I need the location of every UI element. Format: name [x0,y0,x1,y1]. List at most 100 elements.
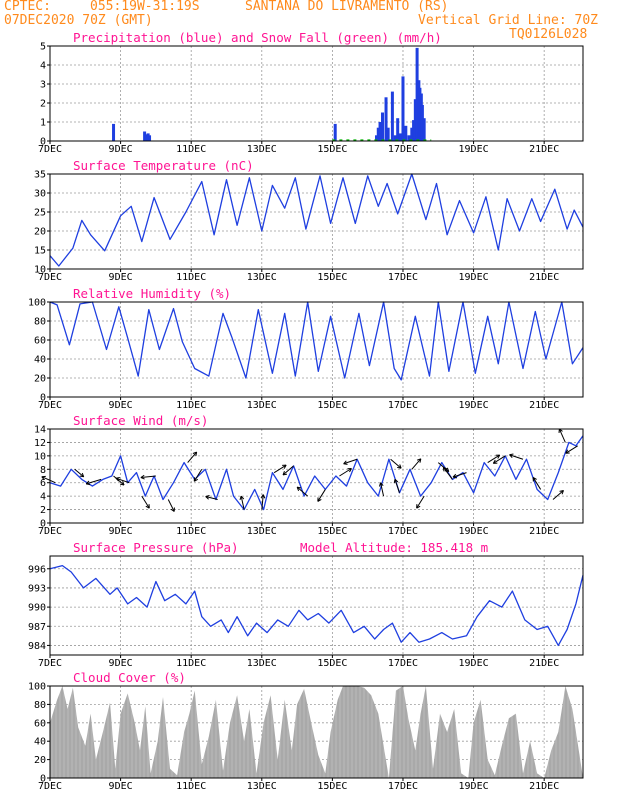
header-init-time: 07DEC2020 70Z (GMT) [4,13,153,28]
y-tick-label: 10 [34,265,46,276]
wind-vector [558,428,566,443]
y-tick-label: 100 [28,682,46,693]
y-tick-label: 40 [34,737,46,748]
precip-bar [398,133,402,141]
wind-vector [509,453,524,460]
y-tick-label: 2 [40,505,46,516]
wind-vector [492,455,506,464]
precip-bar [375,135,379,141]
x-tick-label: 21DEC [529,144,559,155]
x-tick-label: 9DEC [109,526,133,537]
wind-vector [552,490,564,500]
y-tick-label: 25 [34,208,46,219]
y-tick-label: 0 [40,137,46,148]
y-tick-label: 4 [40,492,46,503]
wind-vector [343,458,358,465]
x-tick-label: 9DEC [109,781,133,792]
y-tick-label: 0 [40,393,46,404]
precip-bar [401,76,405,141]
x-tick-label: 19DEC [459,658,489,669]
wind-vector [74,468,85,478]
wind-vector [487,454,501,463]
x-tick-label: 19DEC [459,144,489,155]
y-tick-label: 8 [40,465,46,476]
x-tick-label: 11DEC [176,144,206,155]
precip-bar [376,127,380,141]
wind-vector [113,475,125,486]
x-tick-label: 13DEC [247,658,277,669]
y-tick-label: 3 [40,80,46,91]
y-tick-label: 30 [34,189,46,200]
x-tick-label: 21DEC [529,272,559,283]
panel-frame [49,428,584,524]
x-tick-label: 9DEC [109,144,133,155]
x-tick-label: 11DEC [176,781,206,792]
y-tick-label: 80 [34,700,46,711]
header-coords: 055:19W-31:19S [90,0,200,14]
panel-title: Precipitation (blue) and Snow Fall (gree… [73,30,442,45]
y-tick-label: 2 [40,99,46,110]
panel-title: Cloud Cover (%) [73,670,186,685]
header-product: TQ0126L028 [509,27,588,42]
x-tick-label: 19DEC [459,272,489,283]
header-grid-note: Vertical Grid Line: 70Z [418,13,599,28]
y-tick-label: 0 [40,774,46,785]
x-tick-label: 7DEC [38,144,62,155]
x-tick-label: 21DEC [529,400,559,411]
x-tick-label: 13DEC [247,144,277,155]
precip-bar [404,125,408,141]
precip-bar [333,123,337,141]
y-tick-label: 987 [28,622,46,633]
series-line [49,435,584,511]
x-tick-label: 15DEC [317,526,347,537]
wind-vector [393,478,400,493]
y-tick-label: 14 [34,425,46,436]
wind-vector [296,486,309,497]
y-tick-label: 40 [34,355,46,366]
x-tick-label: 15DEC [317,400,347,411]
precip-bar [378,122,382,141]
x-tick-label: 19DEC [459,526,489,537]
y-tick-label: 100 [28,298,46,309]
y-tick-label: 15 [34,246,46,257]
y-tick-label: 5 [40,42,46,53]
y-tick-label: 990 [28,603,46,614]
x-tick-label: 21DEC [529,658,559,669]
panel-frame [49,45,584,142]
wind-vector [41,475,56,484]
x-tick-label: 17DEC [388,144,418,155]
wind-vector [390,458,402,469]
panel-1: 10 15 20 25 30 35 7DEC 9DEC 11DEC 13DEC 15DEC 17DEC… [34,158,584,283]
y-tick-label: 20 [34,227,46,238]
precip-bar [112,123,116,141]
x-tick-label: 15DEC [317,781,347,792]
x-tick-label: 15DEC [317,144,347,155]
precip-bar [144,134,148,141]
header-source: CPTEC: [4,0,51,14]
wind-vector [141,495,150,509]
wind-vector [205,495,218,500]
precip-bar [407,135,411,141]
x-tick-label: 11DEC [176,272,206,283]
y-tick-label: 4 [40,61,46,72]
x-tick-label: 17DEC [388,658,418,669]
wind-vector [565,445,578,454]
x-tick-label: 19DEC [459,400,489,411]
panel-title: Surface Pressure (hPa) [73,540,239,555]
precip-bar [412,120,416,141]
wind-vector [416,495,425,509]
precip-bar [415,47,419,141]
x-tick-label: 7DEC [38,400,62,411]
y-tick-label: 80 [34,317,46,328]
precip-bar [148,135,152,141]
x-tick-label: 17DEC [388,272,418,283]
panel-title: Surface Wind (m/s) [73,413,208,428]
wind-vector [85,478,102,486]
wind-vector [282,465,294,476]
wind-vector [339,468,352,477]
x-tick-label: 21DEC [529,526,559,537]
wind-vector [167,499,175,512]
x-tick-label: 13DEC [247,781,277,792]
x-tick-label: 17DEC [388,400,418,411]
